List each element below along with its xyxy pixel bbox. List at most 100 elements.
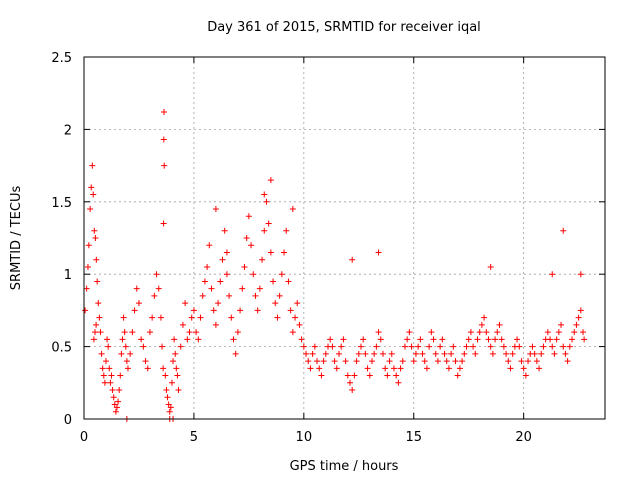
data-point <box>96 314 103 321</box>
data-point <box>256 285 263 292</box>
data-point <box>223 271 230 278</box>
data-point <box>208 285 215 292</box>
data-point <box>108 372 115 379</box>
data-point <box>421 358 428 365</box>
data-point <box>135 300 142 307</box>
data-point <box>210 307 217 314</box>
data-point <box>254 307 261 314</box>
y-tick-label: 2 <box>64 123 72 138</box>
data-point <box>95 300 102 307</box>
data-point <box>109 387 116 394</box>
data-point <box>91 329 98 336</box>
data-point <box>344 372 351 379</box>
data-point <box>241 263 248 270</box>
data-point <box>116 387 123 394</box>
data-point <box>406 329 413 336</box>
data-point <box>549 343 556 350</box>
data-point <box>540 343 547 350</box>
data-point <box>115 398 122 405</box>
data-point <box>412 350 419 357</box>
data-point <box>296 321 303 328</box>
data-point <box>368 358 375 365</box>
data-point <box>533 358 540 365</box>
data-point <box>107 379 114 386</box>
data-point <box>505 358 512 365</box>
data-point <box>175 387 182 394</box>
data-point <box>300 343 307 350</box>
data-point <box>100 372 107 379</box>
x-tick-label: 0 <box>80 430 88 445</box>
data-point <box>459 358 466 365</box>
data-point <box>161 109 168 116</box>
axis-ticks: 0 5 10 15 20 0 0.5 1 1.5 2 2.5 <box>51 51 605 445</box>
data-point <box>544 329 551 336</box>
data-point <box>121 329 128 336</box>
data-point <box>375 249 382 256</box>
data-point <box>536 365 543 372</box>
data-point <box>575 314 582 321</box>
data-point <box>472 350 479 357</box>
data-point <box>243 235 250 241</box>
data-point <box>259 256 266 263</box>
data-point <box>199 292 206 299</box>
data-point <box>569 336 576 343</box>
data-point <box>426 343 433 350</box>
data-point <box>163 387 170 394</box>
data-point <box>571 329 578 336</box>
data-point <box>83 285 90 292</box>
data-point <box>430 336 437 343</box>
data-point <box>129 329 136 336</box>
data-point <box>173 365 180 372</box>
data-point <box>276 292 283 299</box>
data-point <box>494 329 501 336</box>
data-point <box>483 329 490 336</box>
x-tick-label: 10 <box>296 430 313 445</box>
data-point <box>212 321 219 328</box>
data-point <box>355 350 362 357</box>
data-point <box>522 372 529 379</box>
data-point <box>553 336 560 343</box>
data-point <box>278 271 285 278</box>
data-point <box>91 227 98 234</box>
data-point <box>338 343 345 350</box>
data-point <box>99 365 106 372</box>
data-point <box>274 314 281 321</box>
data-point <box>307 365 314 372</box>
data-point <box>437 343 444 350</box>
data-point <box>336 350 343 357</box>
data-point <box>410 358 417 365</box>
data-point <box>489 350 496 357</box>
data-point <box>375 329 382 336</box>
data-point <box>351 372 358 379</box>
data-point <box>283 227 290 234</box>
data-point <box>560 227 567 234</box>
data-point <box>481 314 488 321</box>
data-point <box>305 358 312 365</box>
data-point <box>85 242 92 249</box>
data-point <box>162 372 169 379</box>
data-point <box>382 365 389 372</box>
data-point <box>500 343 507 350</box>
data-point <box>316 365 323 372</box>
data-point <box>197 314 204 321</box>
data-point <box>151 292 158 299</box>
data-point <box>289 206 296 213</box>
data-point <box>327 336 334 343</box>
data-point <box>167 404 174 411</box>
data-point <box>146 329 153 336</box>
data-point <box>329 343 336 350</box>
data-point <box>160 365 167 372</box>
data-point <box>272 300 279 307</box>
data-point <box>166 408 173 415</box>
data-point <box>101 379 108 386</box>
data-point <box>188 314 195 321</box>
data-point <box>390 365 397 372</box>
data-point <box>179 321 186 328</box>
data-point <box>94 278 101 285</box>
data-point <box>174 372 181 379</box>
data-point <box>423 365 430 372</box>
x-tick-label: 5 <box>190 430 198 445</box>
data-point <box>529 343 536 350</box>
data-point <box>133 285 140 292</box>
